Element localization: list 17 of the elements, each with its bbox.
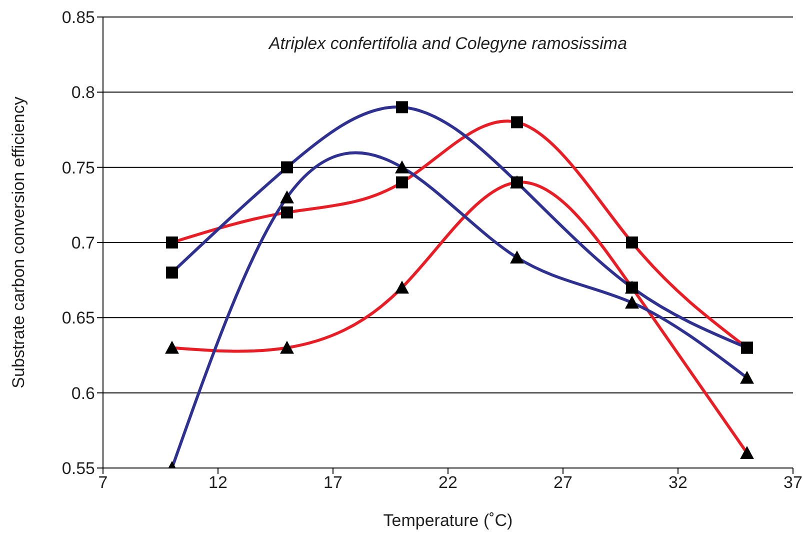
y-tick-label: 0.8: [71, 83, 95, 102]
x-tick-label: 22: [438, 473, 458, 492]
y-tick-label: 0.6: [71, 384, 95, 403]
y-axis-title: Substrate carbon conversion efficiency: [9, 96, 28, 388]
x-tick-label: 37: [784, 473, 802, 492]
y-tick-label: 0.85: [62, 8, 95, 28]
x-tick-label: 12: [208, 473, 228, 492]
y-tick-label: 0.75: [62, 158, 95, 178]
x-tick-label: 27: [554, 473, 572, 492]
y-tick-label: 0.7: [71, 234, 95, 253]
x-tick-label: 17: [324, 473, 342, 492]
x-axis-title: Temperature (˚C): [383, 511, 513, 530]
y-tick-label: 0.65: [62, 308, 95, 328]
text: Atriplex confertifolia and Colegyne ramosissima: [268, 34, 628, 53]
y-tick-label: 0.55: [62, 459, 95, 478]
x-tick-label: 7: [98, 473, 108, 492]
x-tick-label: 32: [668, 473, 688, 492]
